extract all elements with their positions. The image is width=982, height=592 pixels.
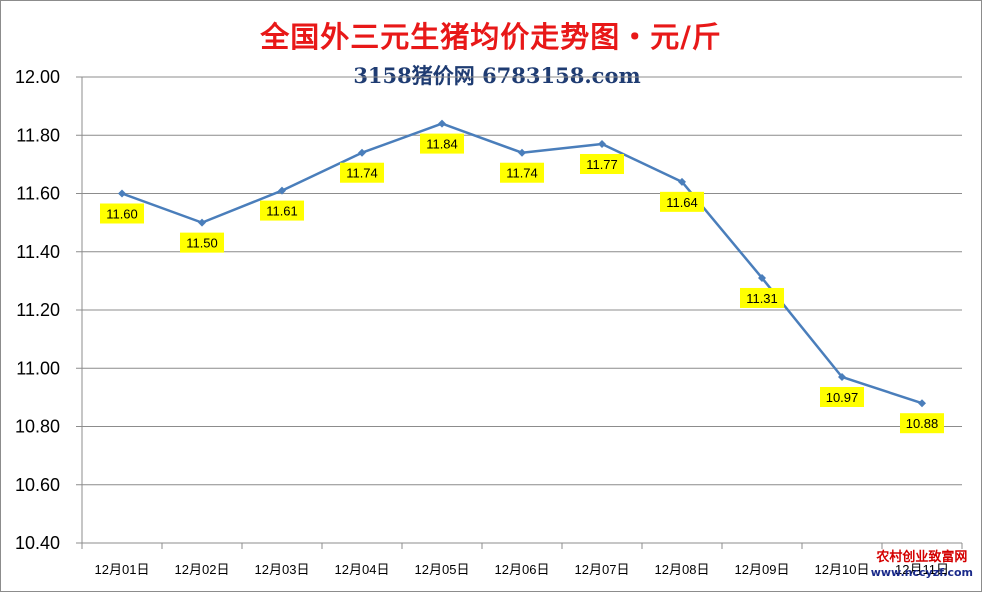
x-tick-label: 12月05日 bbox=[415, 562, 470, 577]
data-label: 11.61 bbox=[266, 204, 298, 219]
data-point bbox=[678, 177, 686, 186]
data-label-bg bbox=[820, 386, 864, 407]
data-label-bg bbox=[340, 162, 384, 183]
data-label: 11.60 bbox=[106, 207, 138, 222]
chart-subtitle: 3158猪价网 6783158.com bbox=[353, 63, 641, 88]
y-tick-label: 11.00 bbox=[16, 358, 60, 378]
data-label: 11.77 bbox=[586, 157, 618, 172]
data-point bbox=[278, 186, 286, 195]
x-tick-label: 12月08日 bbox=[655, 562, 710, 577]
data-label: 10.97 bbox=[826, 390, 859, 405]
y-tick-label: 11.20 bbox=[16, 300, 60, 320]
y-tick-label: 12.00 bbox=[15, 67, 60, 87]
data-label-bg bbox=[260, 200, 304, 221]
y-tick-label: 11.80 bbox=[16, 125, 60, 145]
y-tick-label: 10.40 bbox=[15, 533, 60, 553]
data-point bbox=[598, 139, 606, 148]
data-point bbox=[758, 273, 766, 282]
x-tick-label: 12月07日 bbox=[575, 562, 630, 577]
data-label-bg bbox=[740, 287, 784, 308]
data-label-bg bbox=[580, 153, 624, 174]
data-label-bg bbox=[900, 413, 944, 434]
data-point bbox=[438, 119, 446, 128]
data-label: 11.50 bbox=[186, 236, 218, 251]
x-tick-label: 12月10日 bbox=[815, 562, 870, 577]
watermark-line-2: www.nccyzf.com bbox=[870, 566, 973, 579]
data-point bbox=[358, 148, 366, 157]
data-label: 11.31 bbox=[746, 291, 778, 306]
data-label: 11.84 bbox=[426, 137, 458, 152]
data-point bbox=[118, 189, 126, 198]
data-label-bg bbox=[100, 203, 144, 224]
data-label: 11.64 bbox=[666, 195, 698, 210]
data-label: 10.88 bbox=[906, 416, 939, 431]
chart-title: 全国外三元生猪均价走势图・元/斤 bbox=[260, 20, 722, 54]
data-label: 11.74 bbox=[506, 166, 538, 181]
x-tick-label: 12月02日 bbox=[175, 562, 230, 577]
data-point bbox=[918, 399, 926, 408]
x-tick-label: 12月04日 bbox=[335, 562, 390, 577]
x-tick-label: 12月11日 bbox=[895, 562, 949, 577]
x-tick-label: 12月03日 bbox=[255, 562, 310, 577]
y-tick-label: 11.40 bbox=[16, 242, 60, 262]
data-label-bg bbox=[500, 162, 544, 183]
data-label-bg bbox=[180, 232, 224, 253]
data-label-bg bbox=[420, 133, 464, 154]
x-tick-label: 12月06日 bbox=[495, 562, 550, 577]
y-tick-label: 10.60 bbox=[15, 475, 60, 495]
data-label-bg bbox=[660, 191, 704, 212]
watermark: 农村创业致富网 www.nccyzf.com bbox=[871, 550, 973, 580]
watermark-line-1: 农村创业致富网 bbox=[876, 550, 968, 565]
y-tick-label: 10.80 bbox=[15, 417, 60, 437]
data-label: 11.74 bbox=[346, 166, 378, 181]
x-tick-label: 12月01日 bbox=[95, 562, 150, 577]
data-point bbox=[518, 148, 526, 157]
y-tick-label: 11.60 bbox=[16, 184, 60, 204]
x-tick-label: 12月09日 bbox=[735, 562, 790, 577]
data-point bbox=[838, 372, 846, 381]
data-point bbox=[198, 218, 206, 227]
